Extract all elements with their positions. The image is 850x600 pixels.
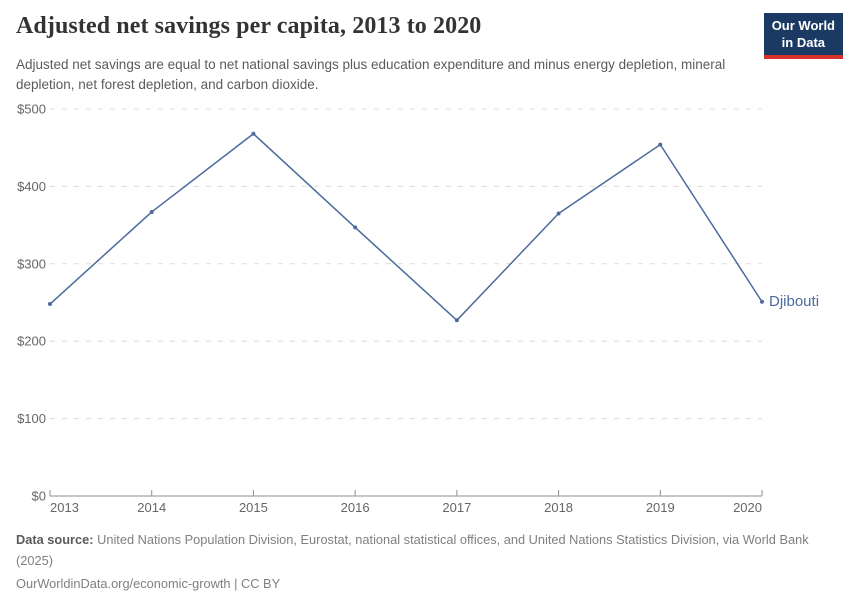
chart-title: Adjusted net savings per capita, 2013 to…: [16, 13, 482, 39]
y-tick-label: $300: [17, 256, 46, 271]
series-end-label[interactable]: Djibouti: [769, 293, 819, 310]
data-source-label: Data source:: [16, 532, 94, 547]
data-point[interactable]: [149, 209, 154, 214]
y-tick-label: $200: [17, 334, 46, 349]
x-tick-label: 2016: [341, 500, 370, 515]
x-tick-label: 2019: [646, 500, 675, 515]
data-point[interactable]: [556, 211, 561, 216]
y-tick-label: $400: [17, 179, 46, 194]
x-tick-label: 2018: [544, 500, 573, 515]
owid-logo-line1: Our World: [771, 18, 835, 33]
data-point[interactable]: [658, 142, 663, 147]
data-point[interactable]: [48, 302, 52, 307]
data-point[interactable]: [454, 318, 459, 323]
y-tick-label: $0: [32, 489, 46, 504]
data-point[interactable]: [760, 299, 764, 304]
y-tick-label: $500: [17, 102, 46, 117]
data-point[interactable]: [353, 225, 358, 230]
x-tick-label: 2015: [239, 500, 268, 515]
owid-logo-line2: in Data: [781, 34, 826, 50]
x-tick-label: 2014: [137, 500, 166, 515]
chart-subtitle: Adjusted net savings are equal to net na…: [16, 57, 726, 93]
x-tick-label: 2017: [442, 500, 471, 515]
y-tick-label: $100: [17, 411, 46, 426]
license-line: OurWorldinData.org/economic-growth | CC …: [16, 576, 281, 592]
x-tick-label: 2013: [50, 500, 79, 515]
series-line-djibouti[interactable]: [49, 133, 763, 322]
data-point[interactable]: [251, 131, 256, 136]
owid-logo: Our World in Data: [763, 13, 843, 60]
data-source-text: United Nations Population Division, Euro…: [16, 532, 809, 568]
data-source-line: Data source: United Nations Population D…: [16, 530, 836, 571]
x-tick-label: 2020: [733, 500, 762, 515]
chart-footer: Data source: United Nations Population D…: [16, 530, 836, 595]
